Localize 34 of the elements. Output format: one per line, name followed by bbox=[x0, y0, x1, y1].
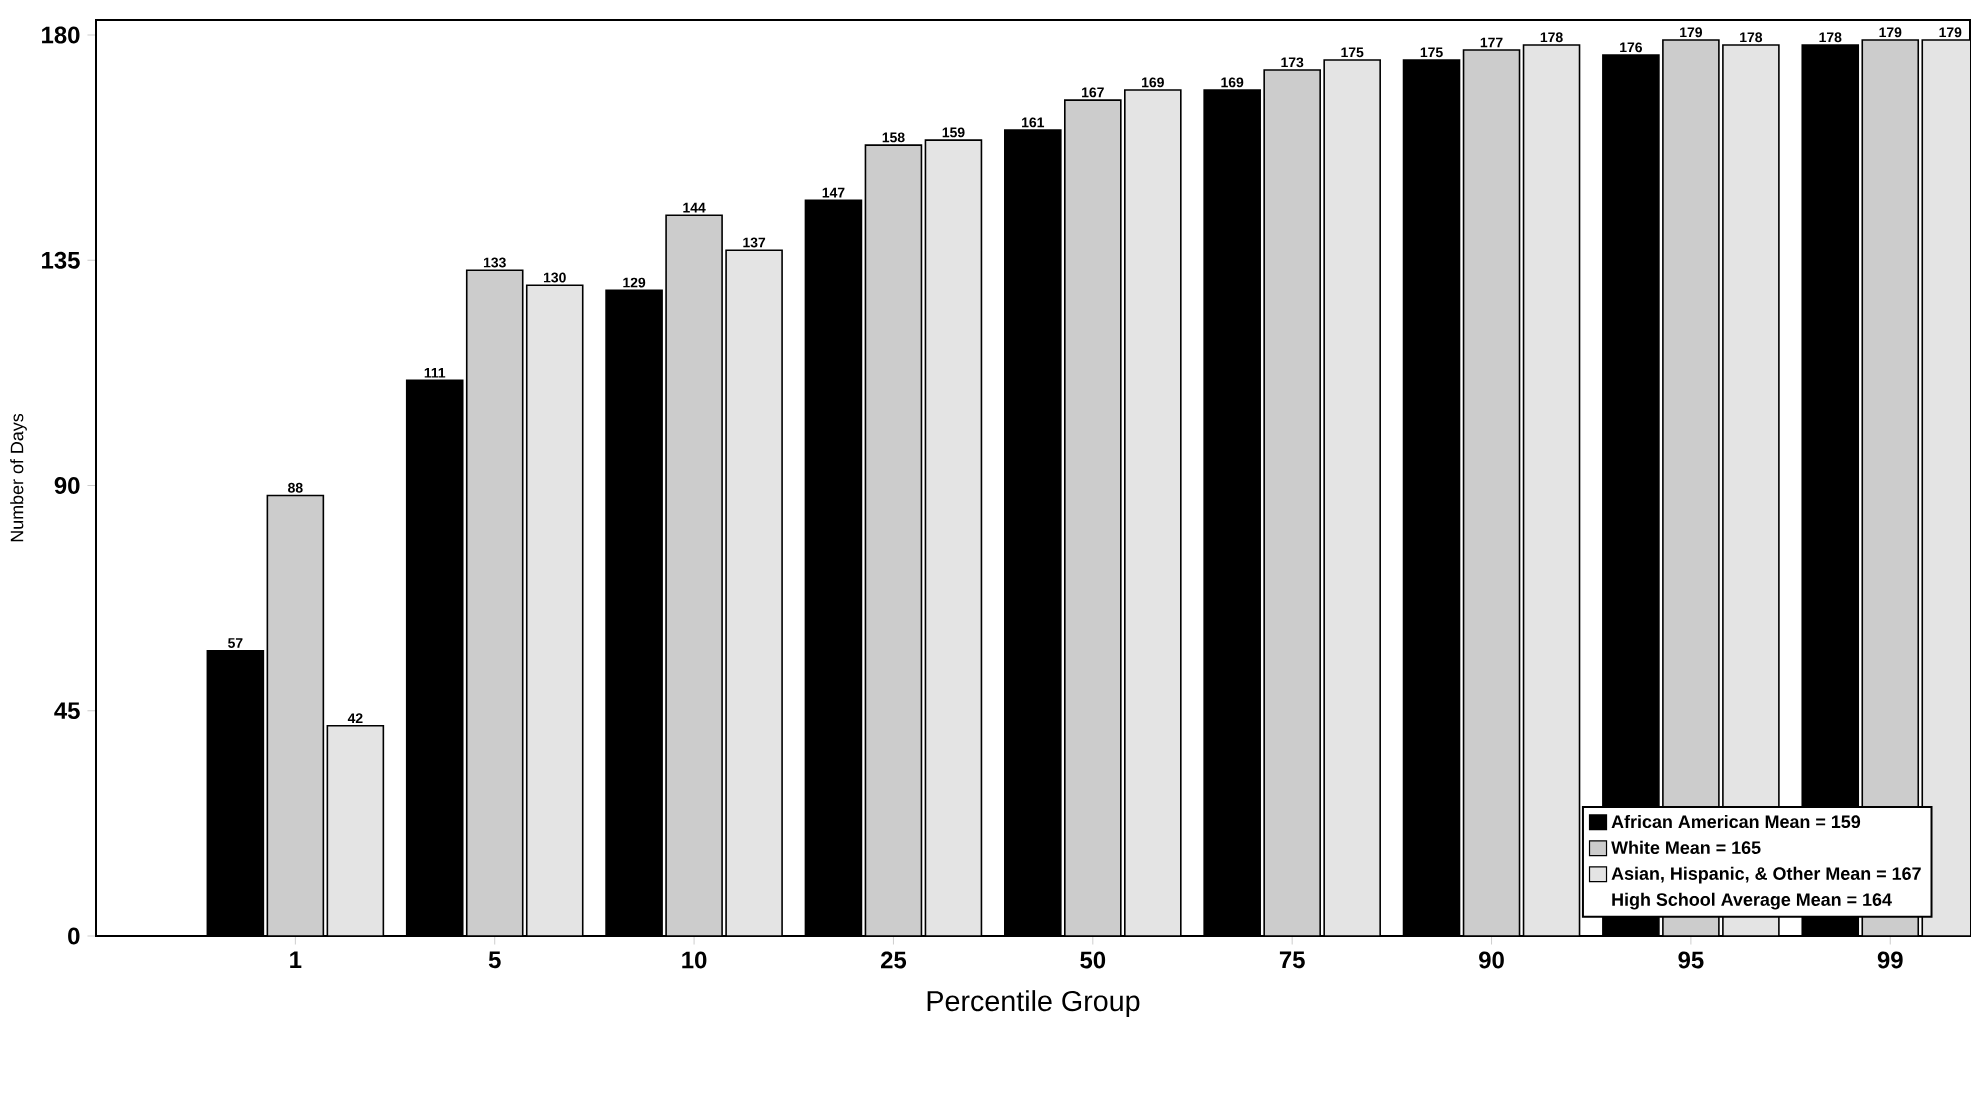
y-tick-label: 90 bbox=[54, 477, 80, 494]
x-tick-label: 95 bbox=[1678, 951, 1704, 969]
x-tick-label: 90 bbox=[1479, 951, 1504, 969]
x-tick-label: 99 bbox=[1877, 951, 1903, 969]
bar bbox=[1523, 45, 1580, 936]
x-tick-label: 5 bbox=[488, 951, 501, 969]
legend-label: Asian, Hispanic, & Other Mean = 167 bbox=[1611, 866, 1921, 884]
y-tick-label: 45 bbox=[54, 702, 80, 720]
x-tick-label: 10 bbox=[682, 951, 707, 969]
x-tick-label: 75 bbox=[1279, 951, 1305, 969]
legend-label: White Mean = 165 bbox=[1611, 840, 1761, 855]
y-tick-label: 135 bbox=[42, 251, 80, 269]
annotation: High School Average Mean = 164 bbox=[1612, 892, 1892, 910]
x-axis-title: Percentile Group bbox=[927, 990, 1140, 1017]
bar bbox=[666, 215, 723, 936]
bar bbox=[1324, 60, 1381, 936]
y-tick-label: 180 bbox=[42, 26, 80, 44]
x-tick-label: 1 bbox=[290, 951, 302, 968]
bar bbox=[726, 250, 783, 936]
bar bbox=[1124, 90, 1181, 936]
x-tick-label: 50 bbox=[1080, 951, 1106, 969]
bar bbox=[925, 140, 982, 936]
bar bbox=[865, 145, 922, 936]
bar bbox=[1064, 100, 1121, 936]
x-tick-label: 25 bbox=[880, 951, 907, 969]
bar bbox=[327, 725, 384, 936]
bar bbox=[1264, 70, 1321, 936]
y-axis-title: Number of Days bbox=[10, 413, 27, 542]
y-tick-label: 0 bbox=[68, 927, 80, 945]
bar bbox=[466, 270, 523, 936]
bar bbox=[526, 285, 583, 936]
bar bbox=[267, 495, 324, 936]
bar bbox=[1463, 50, 1520, 936]
legend-label: African American Mean = 159 bbox=[1611, 814, 1861, 829]
